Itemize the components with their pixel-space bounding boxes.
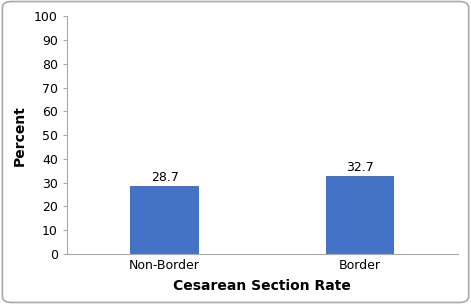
X-axis label: Cesarean Section Rate: Cesarean Section Rate (173, 279, 351, 293)
Text: 28.7: 28.7 (151, 171, 179, 184)
Text: 32.7: 32.7 (346, 161, 374, 174)
Y-axis label: Percent: Percent (13, 105, 27, 166)
Bar (326, 176, 394, 254)
Bar (130, 186, 199, 254)
